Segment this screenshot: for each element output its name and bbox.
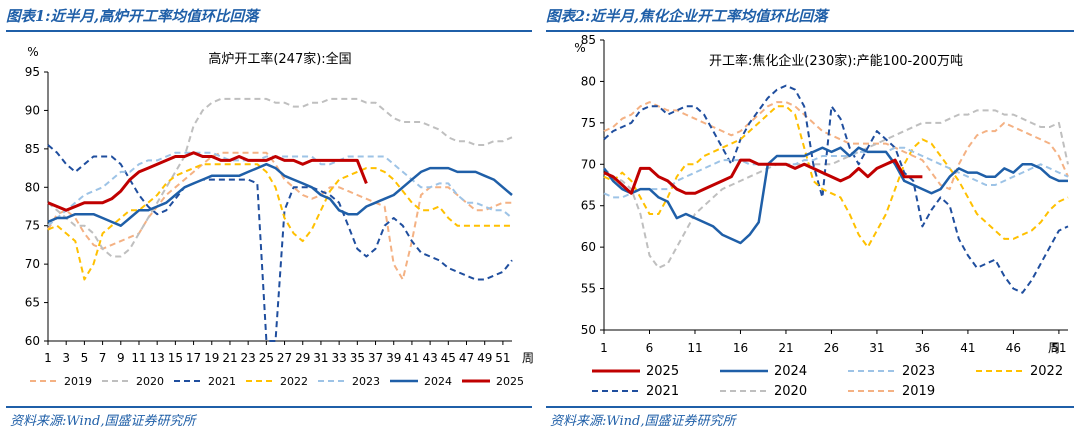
- y-tick-label: 85: [581, 33, 596, 47]
- right-panel: 图表2:近半月,焦化企业开工率均值环比回落 开工率:焦化企业(230家):产能1…: [540, 0, 1080, 438]
- series-line-2025: [47, 151, 368, 212]
- legend-label-2023: 2023: [352, 375, 380, 388]
- x-tick-label: 39: [386, 351, 401, 365]
- y-tick-label: 50: [581, 323, 596, 337]
- legend-label-2025: 2025: [646, 364, 679, 379]
- left-top-rule: [6, 30, 532, 32]
- y-tick-label: 90: [25, 103, 40, 117]
- x-tick-label: 31: [313, 351, 328, 365]
- legend-label-2024: 2024: [774, 364, 807, 379]
- x-tick-label: 1: [600, 341, 608, 355]
- x-tick-label: 45: [441, 351, 456, 365]
- y-axis-unit-label: %: [27, 45, 38, 59]
- chart-title: 高炉开工率(247家):全国: [208, 51, 351, 67]
- right-top-rule: [546, 30, 1074, 32]
- left-source-note: 资料来源:Wind,国盛证券研究所: [10, 414, 196, 429]
- legend-label-2019: 2019: [64, 375, 92, 388]
- x-tick-label: 21: [778, 341, 793, 355]
- series-line-2025: [603, 158, 923, 195]
- x-tick-label: 21: [222, 351, 237, 365]
- legend-label-2020: 2020: [774, 384, 807, 399]
- right-chart: 开工率:焦化企业(230家):产能100-200万吨% 周 50 55 60 65 70 75…: [574, 33, 1069, 399]
- x-tick-label: 15: [168, 351, 183, 365]
- x-tick-label: 36: [915, 341, 930, 355]
- x-tick-label: 19: [204, 351, 219, 365]
- y-axis-unit-label: %: [574, 41, 585, 55]
- x-tick-label: 37: [368, 351, 383, 365]
- x-tick-label: 51: [1051, 341, 1066, 355]
- x-tick-label: 49: [477, 351, 492, 365]
- x-tick-label: 26: [824, 341, 839, 355]
- series-line-2020: [603, 109, 1069, 269]
- y-tick-label: 60: [581, 240, 596, 254]
- legend-label-2021: 2021: [208, 375, 236, 388]
- x-axis-unit-label: 周: [522, 351, 534, 365]
- y-tick-label: 85: [25, 142, 40, 156]
- x-tick-label: 23: [241, 351, 256, 365]
- series-line-2024: [602, 146, 1068, 245]
- series-line-2022: [47, 163, 512, 281]
- legend-label-2021: 2021: [646, 384, 679, 399]
- legend-label-2020: 2020: [136, 375, 164, 388]
- x-tick-label: 41: [404, 351, 419, 365]
- x-tick-label: 46: [1006, 341, 1021, 355]
- left-panel: 图表1:近半月,高炉开工率均值环比回落 高炉开工率(247家):全国% 周 60 65…: [6, 8, 534, 429]
- x-tick-label: 27: [277, 351, 292, 365]
- y-tick-label: 60: [25, 334, 40, 348]
- x-tick-label: 43: [422, 351, 437, 365]
- legend-label-2025: 2025: [496, 375, 524, 388]
- x-tick-label: 7: [99, 351, 107, 365]
- y-tick-label: 65: [581, 199, 596, 213]
- x-tick-label: 17: [186, 351, 201, 365]
- y-tick-label: 70: [581, 157, 596, 171]
- y-tick-label: 75: [25, 219, 40, 233]
- left-bottom-rule: [6, 406, 532, 408]
- series-line-2021: [603, 84, 1069, 294]
- y-tick-label: 80: [25, 180, 40, 194]
- y-tick-label: 65: [25, 296, 40, 310]
- left-figure-title: 图表1:近半月,高炉开工率均值环比回落: [6, 8, 259, 25]
- series-line-2021: [47, 144, 513, 342]
- x-tick-label: 16: [733, 341, 748, 355]
- y-tick-label: 75: [581, 116, 596, 130]
- legend-label-2023: 2023: [902, 364, 935, 379]
- right-source-note: 资料来源:Wind,国盛证券研究所: [550, 414, 736, 429]
- legend-label-2022: 2022: [280, 375, 308, 388]
- x-tick-label: 1: [44, 351, 52, 365]
- right-bottom-rule: [546, 406, 1074, 408]
- x-tick-label: 33: [331, 351, 346, 365]
- x-tick-label: 3: [62, 351, 70, 365]
- x-tick-label: 47: [459, 351, 474, 365]
- x-tick-label: 51: [495, 351, 510, 365]
- x-tick-label: 41: [960, 341, 975, 355]
- x-tick-label: 9: [117, 351, 125, 365]
- series-line-2023: [47, 151, 513, 227]
- x-tick-label: 11: [687, 341, 702, 355]
- series-line-2019: [603, 101, 1069, 191]
- x-tick-label: 11: [131, 351, 146, 365]
- x-tick-label: 35: [350, 351, 365, 365]
- x-tick-label: 13: [150, 351, 165, 365]
- x-tick-label: 25: [259, 351, 274, 365]
- y-tick-label: 55: [581, 282, 596, 296]
- x-tick-label: 6: [646, 341, 654, 355]
- legend-label-2019: 2019: [902, 384, 935, 399]
- series-line-2022: [603, 105, 1069, 249]
- y-tick-label: 80: [581, 74, 596, 88]
- series-line-2024: [47, 162, 513, 227]
- legend-label-2022: 2022: [1030, 364, 1063, 379]
- y-tick-label: 95: [25, 65, 40, 79]
- legend-label-2024: 2024: [424, 375, 452, 388]
- x-tick-label: 5: [81, 351, 89, 365]
- series-line-2020: [47, 97, 513, 258]
- right-figure-title: 图表2:近半月,焦化企业开工率均值环比回落: [546, 8, 828, 25]
- x-tick-label: 31: [869, 341, 884, 355]
- series-line-2023: [603, 146, 1069, 199]
- x-axis-unit-label: 周: [1048, 341, 1060, 355]
- chart-title: 开工率:焦化企业(230家):产能100-200万吨: [709, 53, 963, 69]
- x-tick-label: 29: [295, 351, 310, 365]
- y-tick-label: 70: [25, 257, 40, 271]
